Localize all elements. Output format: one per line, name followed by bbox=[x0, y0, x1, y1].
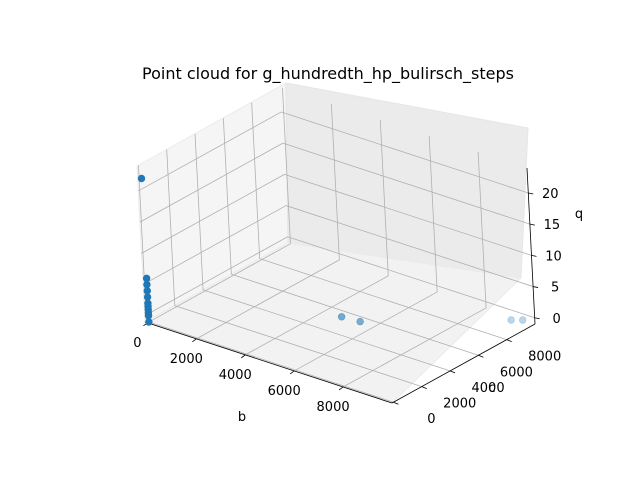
c-tick-label: 6000 bbox=[500, 365, 533, 380]
q-tick-label: 5 bbox=[551, 281, 559, 296]
data-point bbox=[519, 316, 527, 324]
grid-line-b bbox=[379, 119, 389, 276]
grid-line-q bbox=[284, 173, 532, 256]
grid-line-c bbox=[259, 258, 507, 341]
data-point bbox=[144, 312, 153, 320]
b-tick-mark bbox=[289, 370, 295, 375]
data-point bbox=[143, 293, 152, 301]
grid-line-b bbox=[428, 135, 438, 292]
c-tick-mark bbox=[421, 386, 427, 389]
data-point bbox=[356, 317, 364, 326]
b-axis-line bbox=[144, 321, 393, 404]
b-tick-mark bbox=[192, 338, 197, 343]
grid-line-q bbox=[281, 111, 529, 194]
b-tick-label: 0 bbox=[133, 336, 141, 351]
x-axis-label: b bbox=[238, 410, 246, 425]
c-tick-label: 2000 bbox=[443, 397, 476, 412]
data-points bbox=[137, 174, 527, 326]
c-tick-label: 8000 bbox=[528, 350, 561, 365]
grid-line-c bbox=[174, 305, 422, 387]
grid-line-c bbox=[146, 320, 394, 403]
grid-line-c bbox=[194, 133, 204, 290]
b-tick-label: 8000 bbox=[317, 400, 350, 415]
grid-line-b bbox=[245, 275, 389, 356]
grid-line-b bbox=[477, 151, 487, 308]
c-tick-mark bbox=[478, 354, 484, 358]
q-tick-mark bbox=[531, 254, 537, 257]
c-tick-mark bbox=[393, 401, 399, 405]
b-tick-label: 4000 bbox=[219, 368, 252, 383]
grid-line-q bbox=[144, 236, 288, 317]
data-point bbox=[143, 287, 151, 295]
grid-line-q bbox=[141, 174, 285, 254]
q-tick-label: 20 bbox=[542, 187, 559, 202]
grid-line-c bbox=[231, 273, 479, 356]
b-tick-label: 6000 bbox=[268, 384, 301, 399]
grid-line-q bbox=[138, 111, 282, 192]
q-tick-mark bbox=[529, 223, 535, 226]
q-tick-mark bbox=[528, 192, 534, 195]
grid-line-b bbox=[342, 307, 487, 388]
grid-line-c bbox=[251, 102, 261, 259]
grid-line-q bbox=[142, 205, 287, 285]
q-tick-mark bbox=[533, 286, 539, 288]
grid-lines bbox=[138, 87, 535, 403]
chart-title: Point cloud for g_hundredth_hp_bulirsch_… bbox=[142, 64, 514, 84]
grid-line-b bbox=[147, 243, 291, 324]
data-point bbox=[137, 174, 146, 183]
grid-line-b bbox=[196, 259, 340, 340]
b-tick-mark bbox=[241, 354, 246, 359]
b-tick-label: 2000 bbox=[170, 352, 203, 367]
grid-line-b bbox=[282, 87, 291, 244]
grid-line-c bbox=[166, 149, 176, 306]
c-tick-mark bbox=[449, 370, 456, 374]
c-tick-label: 0 bbox=[427, 412, 435, 427]
q-tick-mark bbox=[534, 317, 540, 320]
grid-line-b bbox=[330, 103, 340, 260]
grid-line-q bbox=[287, 236, 535, 319]
c-axis-line bbox=[391, 323, 536, 404]
data-point bbox=[507, 316, 515, 324]
q-tick-label: 10 bbox=[545, 249, 562, 264]
c-tick-mark bbox=[506, 339, 512, 343]
q-tick-label: 0 bbox=[553, 312, 561, 327]
grid-line-q bbox=[282, 142, 531, 225]
data-point bbox=[142, 274, 151, 283]
grid-line-c bbox=[222, 118, 232, 275]
data-point bbox=[337, 313, 346, 321]
ticks: 0200040006000800002000400060008000051015… bbox=[133, 187, 561, 427]
axes bbox=[144, 167, 536, 404]
grid-line-b bbox=[293, 291, 438, 372]
b-tick-mark bbox=[338, 386, 344, 391]
grid-line-c bbox=[202, 289, 451, 372]
q-tick-label: 15 bbox=[544, 218, 561, 233]
y-axis-label: c bbox=[488, 381, 495, 396]
data-point bbox=[145, 318, 153, 326]
q-axis-line bbox=[526, 167, 536, 325]
c-tick-label: 4000 bbox=[472, 381, 505, 396]
grid-line-q bbox=[139, 142, 284, 223]
grid-line-q bbox=[285, 205, 534, 287]
z-axis-label: q bbox=[575, 207, 583, 222]
data-point bbox=[143, 280, 151, 289]
